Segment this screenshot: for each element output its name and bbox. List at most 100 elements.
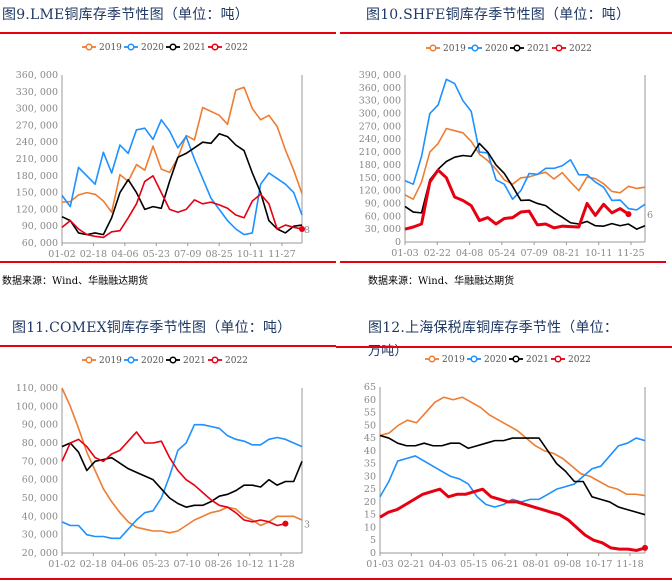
- y-tick-label: 210, 000: [16, 154, 58, 165]
- x-tick-label: 01-03: [366, 559, 393, 570]
- y-tick-label: 180, 000: [359, 160, 401, 171]
- last-point-marker: [299, 226, 305, 232]
- x-tick-label: 04-03: [429, 559, 456, 570]
- y-tick-label: 180, 000: [16, 171, 58, 182]
- divider: [340, 32, 672, 34]
- series-line-2022: [61, 431, 286, 527]
- x-tick-label: 11-28: [267, 559, 294, 570]
- legend-label-2021: 2021: [526, 355, 549, 365]
- y-tick-label: 20, 000: [22, 548, 58, 559]
- y-tick-label: 45: [364, 433, 376, 444]
- divider: [336, 346, 672, 348]
- divider: [336, 578, 672, 580]
- divider: [340, 261, 666, 263]
- legend-marker-2022: [554, 355, 562, 363]
- legend-marker-2021: [513, 44, 521, 52]
- y-tick-label: 240, 000: [359, 134, 401, 145]
- x-tick-label: 05-23: [143, 249, 170, 260]
- x-tick-label: 01-02: [48, 559, 75, 570]
- figure-11-title: 图11.COMEX铜库存季节性图（单位：吨）: [12, 320, 292, 336]
- legend-label-2022: 2022: [225, 43, 248, 53]
- last-point-marker: [642, 544, 648, 551]
- y-tick-label: 5: [370, 535, 376, 546]
- series-line-2020: [379, 437, 646, 508]
- legend-marker-2019: [428, 355, 436, 363]
- figure-10-source: 数据来源：Wind、华融融达期货: [368, 276, 515, 287]
- y-tick-label: 360, 000: [359, 83, 401, 94]
- legend-label-2021: 2021: [183, 356, 206, 366]
- y-tick-label: 330, 000: [16, 87, 58, 98]
- series-line-2022: [404, 168, 630, 231]
- figure-10-title: 图10.SHFE铜库存季节性图（单位：吨）: [366, 7, 631, 23]
- y-tick-label: 15: [364, 510, 376, 521]
- y-tick-label: 240, 000: [16, 137, 58, 148]
- y-tick-label: 60, 000: [22, 238, 58, 249]
- y-tick-label: 90, 000: [22, 420, 58, 431]
- y-tick-label: 390, 000: [359, 70, 401, 81]
- x-tick-label: 08-21: [553, 248, 580, 259]
- series-line-2021: [379, 434, 646, 516]
- figure-12-title: 图12.上海保税库铜库存季节性（单位：: [368, 320, 619, 336]
- legend-marker-2020: [127, 356, 135, 364]
- series-line-2022: [61, 175, 303, 239]
- divider: [0, 32, 336, 34]
- x-tick-label: 05-15: [460, 559, 487, 570]
- y-tick-label: 270, 000: [16, 120, 58, 131]
- x-tick-label: 07-09: [174, 249, 201, 260]
- series-line-2020: [404, 78, 646, 211]
- series-line-2021: [61, 133, 303, 236]
- series-line-2019: [61, 86, 303, 213]
- x-tick-label: 11-25: [617, 248, 644, 259]
- x-tick-label: 10-11: [585, 248, 612, 259]
- x-tick-label: 08-26: [205, 559, 232, 570]
- legend-label-2022: 2022: [569, 44, 592, 54]
- x-tick-label: 02-21: [398, 559, 425, 570]
- figure-9-source: 数据来源：Wind、华融融达期货: [2, 276, 149, 287]
- y-tick-label: 60, 000: [22, 475, 58, 486]
- end-data-label: 8: [304, 225, 310, 236]
- y-tick-label: 270, 000: [359, 121, 401, 132]
- y-tick-label: 30, 000: [22, 530, 58, 541]
- end-data-label: 3: [304, 520, 310, 531]
- legend-label-2020: 2020: [141, 356, 164, 366]
- y-tick-label: 35: [364, 459, 376, 470]
- last-point-marker: [282, 520, 289, 527]
- y-tick-label: 330, 000: [359, 96, 401, 107]
- series-line-2020: [61, 423, 303, 540]
- legend-marker-2020: [471, 44, 479, 52]
- y-tick-label: 80, 000: [22, 438, 58, 449]
- y-tick-label: 300, 000: [16, 104, 58, 115]
- divider: [0, 261, 336, 263]
- x-tick-label: 08-01: [523, 559, 550, 570]
- divider: [0, 345, 336, 347]
- x-tick-label: 05-23: [142, 559, 169, 570]
- x-tick-label: 08-25: [205, 249, 232, 260]
- series-line-2020: [61, 119, 303, 236]
- legend-label-2020: 2020: [485, 44, 508, 54]
- legend-marker-2021: [169, 356, 177, 364]
- x-tick-label: 05-24: [488, 248, 515, 259]
- y-tick-label: 150, 000: [359, 173, 401, 184]
- divider: [0, 578, 336, 580]
- series-line-2019: [404, 127, 646, 200]
- y-tick-label: 90, 000: [22, 221, 58, 232]
- series-line-2021: [404, 142, 646, 230]
- legend-label-2022: 2022: [568, 355, 591, 365]
- y-tick-label: 90, 000: [365, 198, 401, 209]
- x-tick-label: 04-06: [111, 559, 138, 570]
- y-tick-label: 50: [364, 420, 376, 431]
- legend-marker-2021: [169, 43, 177, 51]
- y-tick-label: 20: [364, 497, 376, 508]
- legend-marker-2019: [85, 43, 93, 51]
- x-tick-label: 07-09: [520, 248, 547, 259]
- series-line-2019: [61, 387, 303, 534]
- legend-marker-2019: [429, 44, 437, 52]
- last-point-marker: [625, 211, 632, 218]
- legend-marker-2020: [127, 43, 135, 51]
- legend-label-2021: 2021: [527, 44, 550, 54]
- y-tick-label: 60, 000: [365, 211, 401, 222]
- end-data-label: 6: [647, 210, 653, 221]
- legend-marker-2022: [555, 44, 563, 52]
- y-tick-label: 50, 000: [22, 493, 58, 504]
